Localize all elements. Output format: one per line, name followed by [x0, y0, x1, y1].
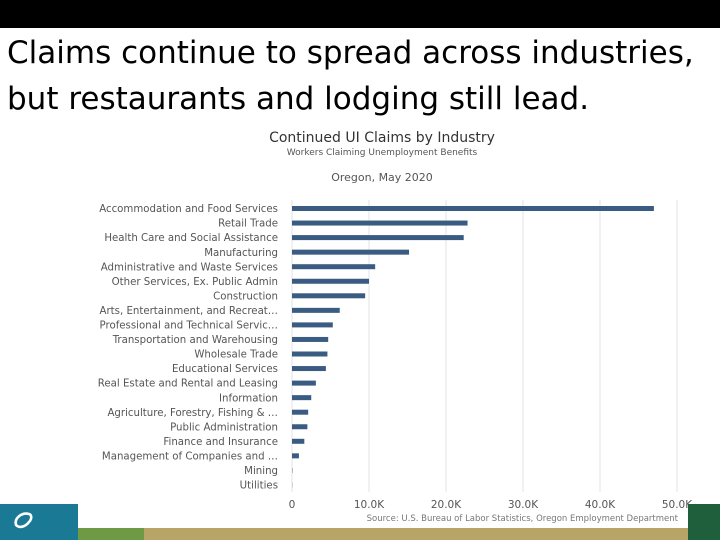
bar	[292, 307, 340, 313]
category-label: Transportation and Warehousing	[112, 335, 278, 346]
bar	[292, 206, 654, 211]
bar	[292, 366, 326, 372]
category-label: Finance and Insurance	[163, 437, 278, 448]
bar	[292, 322, 333, 328]
category-label: Professional and Technical Servic…	[100, 321, 278, 332]
slide-title: Claims continue to spread across industr…	[7, 35, 694, 117]
x-tick-label: 30.0K	[508, 499, 539, 511]
grid-lines	[291, 200, 678, 492]
category-label: Information	[219, 393, 278, 404]
chart-title: Continued UI Claims by Industry	[269, 130, 495, 146]
bar	[292, 264, 376, 270]
category-label: Construction	[213, 291, 278, 302]
footer-teal-block	[0, 504, 78, 540]
bar	[292, 380, 316, 386]
category-label: Real Estate and Rental and Leasing	[98, 379, 278, 390]
category-label: Utilities	[240, 481, 278, 492]
bar	[292, 453, 299, 459]
bar	[292, 249, 410, 255]
category-label: Manufacturing	[204, 248, 278, 259]
x-tick-label: 20.0K	[431, 499, 462, 511]
bars	[292, 206, 654, 488]
category-label: Wholesale Trade	[194, 350, 278, 361]
chart-subtitle: Workers Claiming Unemployment Benefits	[286, 148, 478, 158]
category-label: Agriculture, Forestry, Fishing & …	[107, 408, 278, 419]
footer-green-band	[78, 528, 144, 540]
bar	[292, 235, 464, 241]
bar	[292, 395, 312, 401]
bar	[292, 351, 328, 357]
category-label: Educational Services	[172, 364, 278, 375]
x-tick-labels: 0 10.0K 20.0K 30.0K 40.0K 50.0K	[289, 499, 694, 511]
footer-dark-green-block	[688, 504, 720, 540]
top-bar	[0, 0, 720, 28]
x-tick-label: 0	[289, 499, 296, 511]
category-label: Arts, Entertainment, and Recreat…	[100, 306, 278, 317]
chart-subtitle-region-date: Oregon, May 2020	[331, 171, 433, 184]
x-tick-label: 50.0K	[662, 499, 693, 511]
footer-gold-band	[78, 528, 688, 540]
source-note: Source: U.S. Bureau of Labor Statistics,…	[366, 514, 678, 524]
bar	[292, 293, 366, 299]
category-labels: Accommodation and Food Services Retail Tr…	[98, 204, 278, 491]
category-label: Mining	[244, 466, 278, 477]
bar	[292, 438, 305, 444]
category-label: Public Administration	[170, 422, 278, 433]
category-label: Other Services, Ex. Public Admin	[112, 277, 278, 288]
category-label: Accommodation and Food Services	[99, 204, 278, 215]
bar	[292, 409, 309, 415]
swoosh-logo-icon	[14, 512, 33, 529]
x-tick-label: 40.0K	[585, 499, 616, 511]
bar	[292, 278, 369, 284]
category-label: Administrative and Waste Services	[101, 262, 278, 273]
bar	[292, 336, 329, 342]
category-label: Health Care and Social Assistance	[104, 233, 278, 244]
bar	[292, 220, 468, 226]
category-label: Retail Trade	[218, 219, 278, 230]
category-label: Management of Companies and …	[102, 451, 278, 462]
bar	[292, 424, 308, 430]
x-tick-label: 10.0K	[354, 499, 385, 511]
